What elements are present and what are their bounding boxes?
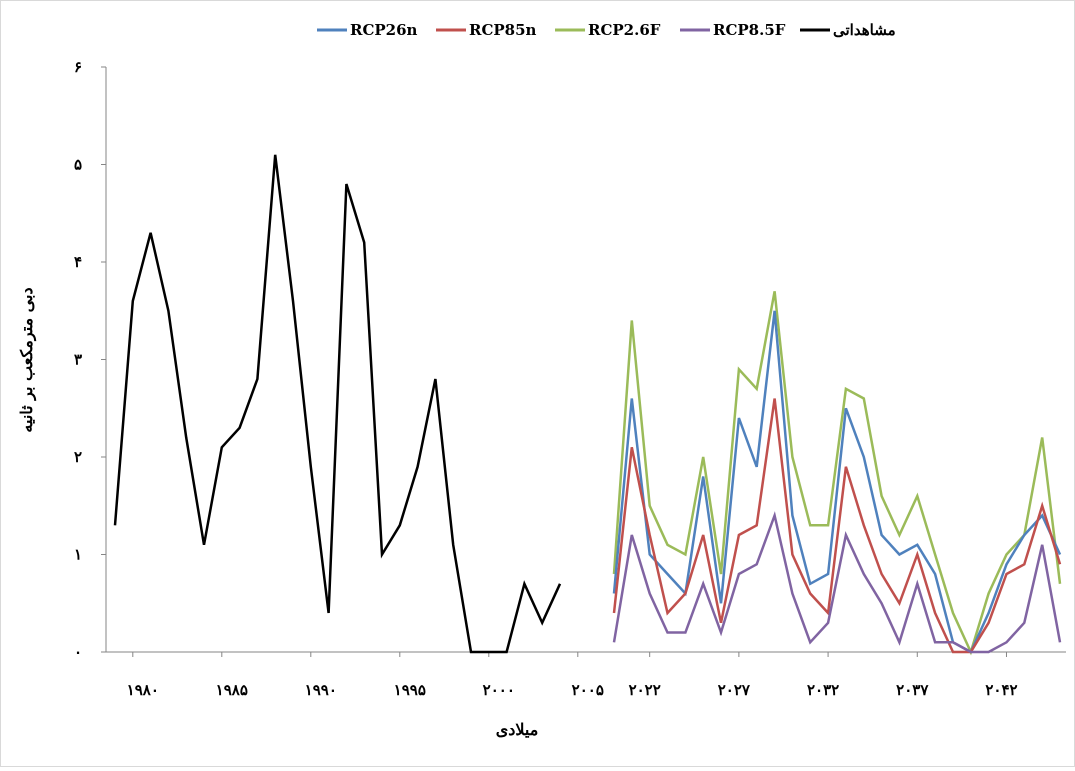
y-tick-label: ۳	[74, 351, 82, 369]
legend-label: RCP2.6F	[588, 21, 661, 39]
legend: RCP26n RCP85n RCP2.6F RCP8.5F مشاهداتی	[317, 21, 896, 39]
series-lines	[113, 154, 1062, 656]
x-tick-label: ۲۰۰۰	[483, 681, 515, 699]
x-ticks: ۱۹۸۰ ۱۹۸۵ ۱۹۹۰ ۱۹۹۵ ۲۰۰۰ ۲۰۰۵ ۲۰۲۲ ۲۰۲۷ ۲۰۳۲ ۲۰۳۷…	[127, 652, 1018, 699]
y-tick-label: ۲	[74, 448, 82, 466]
x-tick-label: ۲۰۳۷	[896, 681, 929, 699]
legend-label: RCP85n	[469, 21, 537, 39]
series-line-observed	[113, 154, 562, 654]
x-tick-label: ۱۹۸۰	[127, 681, 159, 699]
x-tick-label: ۱۹۹۵	[394, 681, 426, 699]
series-line-rcp26f	[612, 291, 1062, 656]
legend-label: RCP8.5F	[713, 21, 786, 39]
x-tick-label: ۲۰۴۲	[985, 681, 1017, 699]
x-axis-title: میلادی	[496, 720, 539, 739]
legend-label: RCP26n	[350, 21, 418, 39]
y-axis-title: دبی مترمکعب بر ثانیه	[17, 287, 37, 432]
x-tick-label: ۲۰۰۵	[572, 681, 604, 699]
x-tick-label: ۱۹۸۵	[216, 681, 248, 699]
y-ticks: ۰ ۱ ۲ ۳ ۴ ۵ ۶	[74, 58, 106, 661]
x-tick-label: ۲۰۳۲	[807, 681, 839, 699]
x-tick-label: ۱۹۹۰	[305, 681, 337, 699]
series-line-rcp85f	[612, 511, 1062, 654]
y-tick-label: ۱	[74, 546, 82, 564]
y-tick-label: ۴	[74, 253, 82, 271]
y-tick-label: ۰	[74, 643, 82, 661]
x-tick-label: ۲۰۲۲	[629, 681, 661, 699]
series-line-rcp85n	[612, 398, 1062, 654]
y-tick-label: ۶	[74, 58, 82, 76]
y-tick-label: ۵	[74, 156, 82, 174]
legend-label: مشاهداتی	[833, 21, 896, 39]
series-line-rcp26n	[612, 310, 1062, 654]
x-tick-label: ۲۰۲۷	[718, 681, 751, 699]
